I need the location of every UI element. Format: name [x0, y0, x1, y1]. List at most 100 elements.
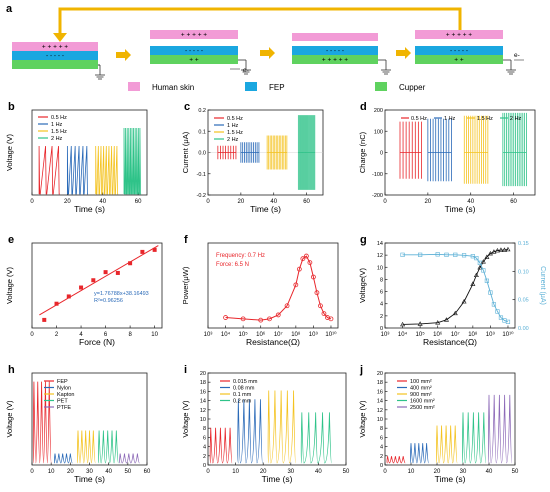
y-tick-label: 4: [380, 445, 383, 451]
y-tick-label: 8: [380, 426, 383, 432]
panel-letter-f: f: [184, 234, 188, 246]
skin-layer: [12, 42, 98, 51]
skin-layer: [150, 30, 238, 39]
data-point: [128, 261, 133, 266]
y-tick-label: 14: [377, 399, 383, 405]
copper-layer: [150, 55, 238, 64]
x-tick-label: 0: [206, 199, 210, 205]
skin-charges: + + + + +: [42, 44, 68, 51]
data-point: [54, 301, 59, 306]
panel-letter-a: a: [6, 3, 13, 15]
voltage-point: [435, 320, 441, 325]
x-tick-label: 30: [287, 469, 294, 475]
data-point: [240, 316, 246, 322]
panel-letter-h: h: [8, 364, 15, 376]
x-tick-label: 10: [151, 332, 158, 338]
x-tick-label: 4: [79, 332, 83, 338]
voltage-point: [501, 247, 507, 252]
y-tick-label: 14: [200, 399, 206, 405]
fep-layer: [415, 46, 503, 55]
legend-swatch-fep: [245, 82, 257, 91]
legend-entry: 1 Hz: [227, 123, 239, 129]
x-tick-label: 40: [467, 199, 474, 205]
x-tick-label: 50: [343, 469, 350, 475]
x-tick-label: 20: [238, 199, 245, 205]
data-point: [42, 317, 47, 322]
data-point: [66, 294, 71, 299]
fit-equation: y=1.76788x+38.16493: [94, 291, 149, 297]
fep-charges: - - - - -: [46, 53, 64, 60]
series-trace: [399, 121, 422, 179]
y-tick-label: 4: [380, 302, 383, 308]
copper-charges: + +: [454, 57, 464, 64]
x-tick-label: 30: [460, 469, 467, 475]
series-trace: [436, 425, 458, 464]
electron-label-2: e-: [243, 67, 249, 74]
series-trace: [462, 412, 487, 464]
legend-entry: 1.5 Hz: [477, 116, 493, 122]
y-tick-label: 4: [203, 445, 206, 451]
current-point: [461, 253, 467, 258]
legend-entry: 0.2 mm: [233, 399, 252, 405]
data-point: [303, 253, 309, 259]
current-point: [491, 302, 497, 307]
series-trace: [297, 115, 316, 190]
current-point: [498, 315, 504, 320]
panel-c: c Time (s) Current (μA) 0 20 40 60 -0.2 -0.1 0.0 0…: [181, 101, 324, 214]
current-point: [488, 290, 493, 295]
series-trace: [38, 145, 60, 195]
y-tick-label: 100: [374, 129, 383, 135]
x-tick-label: 20: [425, 199, 432, 205]
stage-arrow-3: [396, 47, 411, 59]
series-trace: [240, 142, 260, 163]
y-tick-label: 10: [200, 417, 206, 423]
panel-g: g Resistance(Ω) Voltage(V) 10³ 10⁴ 10⁵ 10⁶ 10⁷ 1…: [358, 234, 546, 347]
y-tick-label: 10: [377, 265, 383, 271]
y-tick-label: 16: [377, 389, 383, 395]
x-tick-label: 60: [510, 199, 517, 205]
x-axis-label: Time (s): [435, 474, 466, 484]
y-tick-label: 0.00: [518, 326, 529, 332]
y-axis-label: Power(μW): [181, 266, 190, 304]
x-axis-label: Resistance(Ω): [246, 337, 300, 347]
panel-f: f Resistance(Ω) Power(μW) 10³ 10⁴ 10⁵ 10⁶ 10⁷ 10…: [181, 234, 339, 347]
fep-layer: [292, 46, 378, 55]
y-tick-label: 18: [200, 380, 206, 386]
x-tick-label: 40: [486, 469, 493, 475]
x-tick-label: 40: [315, 469, 322, 475]
x-tick-label: 0: [30, 332, 34, 338]
y-tick-label: -0.1: [197, 172, 206, 178]
current-point: [453, 252, 458, 257]
x-tick-label: 40: [99, 199, 106, 205]
x-tick-label: 60: [303, 199, 310, 205]
data-point: [267, 316, 272, 322]
legend-label-human-skin: Human skin: [152, 83, 194, 92]
y-tick-label: 8: [203, 426, 206, 432]
legend-entry: 1.5 Hz: [227, 130, 243, 136]
panel-letter-b: b: [8, 101, 15, 113]
x-tick-label: 20: [434, 469, 441, 475]
ground-icon-1: [95, 65, 105, 80]
legend-entry: 1600 mm²: [410, 399, 435, 405]
data-point: [91, 278, 96, 283]
x-tick-label: 6: [104, 332, 108, 338]
voltage-point: [470, 281, 476, 286]
triboelectric-stack-1: + + + + + - - - - -: [12, 42, 98, 69]
voltage-point: [491, 249, 497, 254]
y-tick-label: 14: [377, 241, 383, 247]
y-axis-label: Charge (nC): [358, 131, 367, 173]
stage-arrow-1: [116, 49, 131, 61]
legend-entry: PET: [57, 399, 68, 405]
legend-entry: FEP: [57, 379, 68, 385]
data-point: [328, 316, 334, 322]
y-tick-label: 0: [380, 151, 383, 157]
y-tick-label: 6: [380, 435, 383, 441]
legend-entry: 1 Hz: [444, 116, 456, 122]
panel-b: b Time (s) Voltage (V) 0 20 40 60 0.5 Hz1 Hz1.5…: [5, 101, 148, 214]
current-point: [505, 319, 511, 324]
x-axis-label: Force (N): [79, 337, 115, 347]
y-tick-label: 8: [380, 277, 383, 283]
copper-layer: [12, 60, 98, 69]
data-point: [296, 266, 302, 272]
series-trace: [123, 127, 142, 195]
